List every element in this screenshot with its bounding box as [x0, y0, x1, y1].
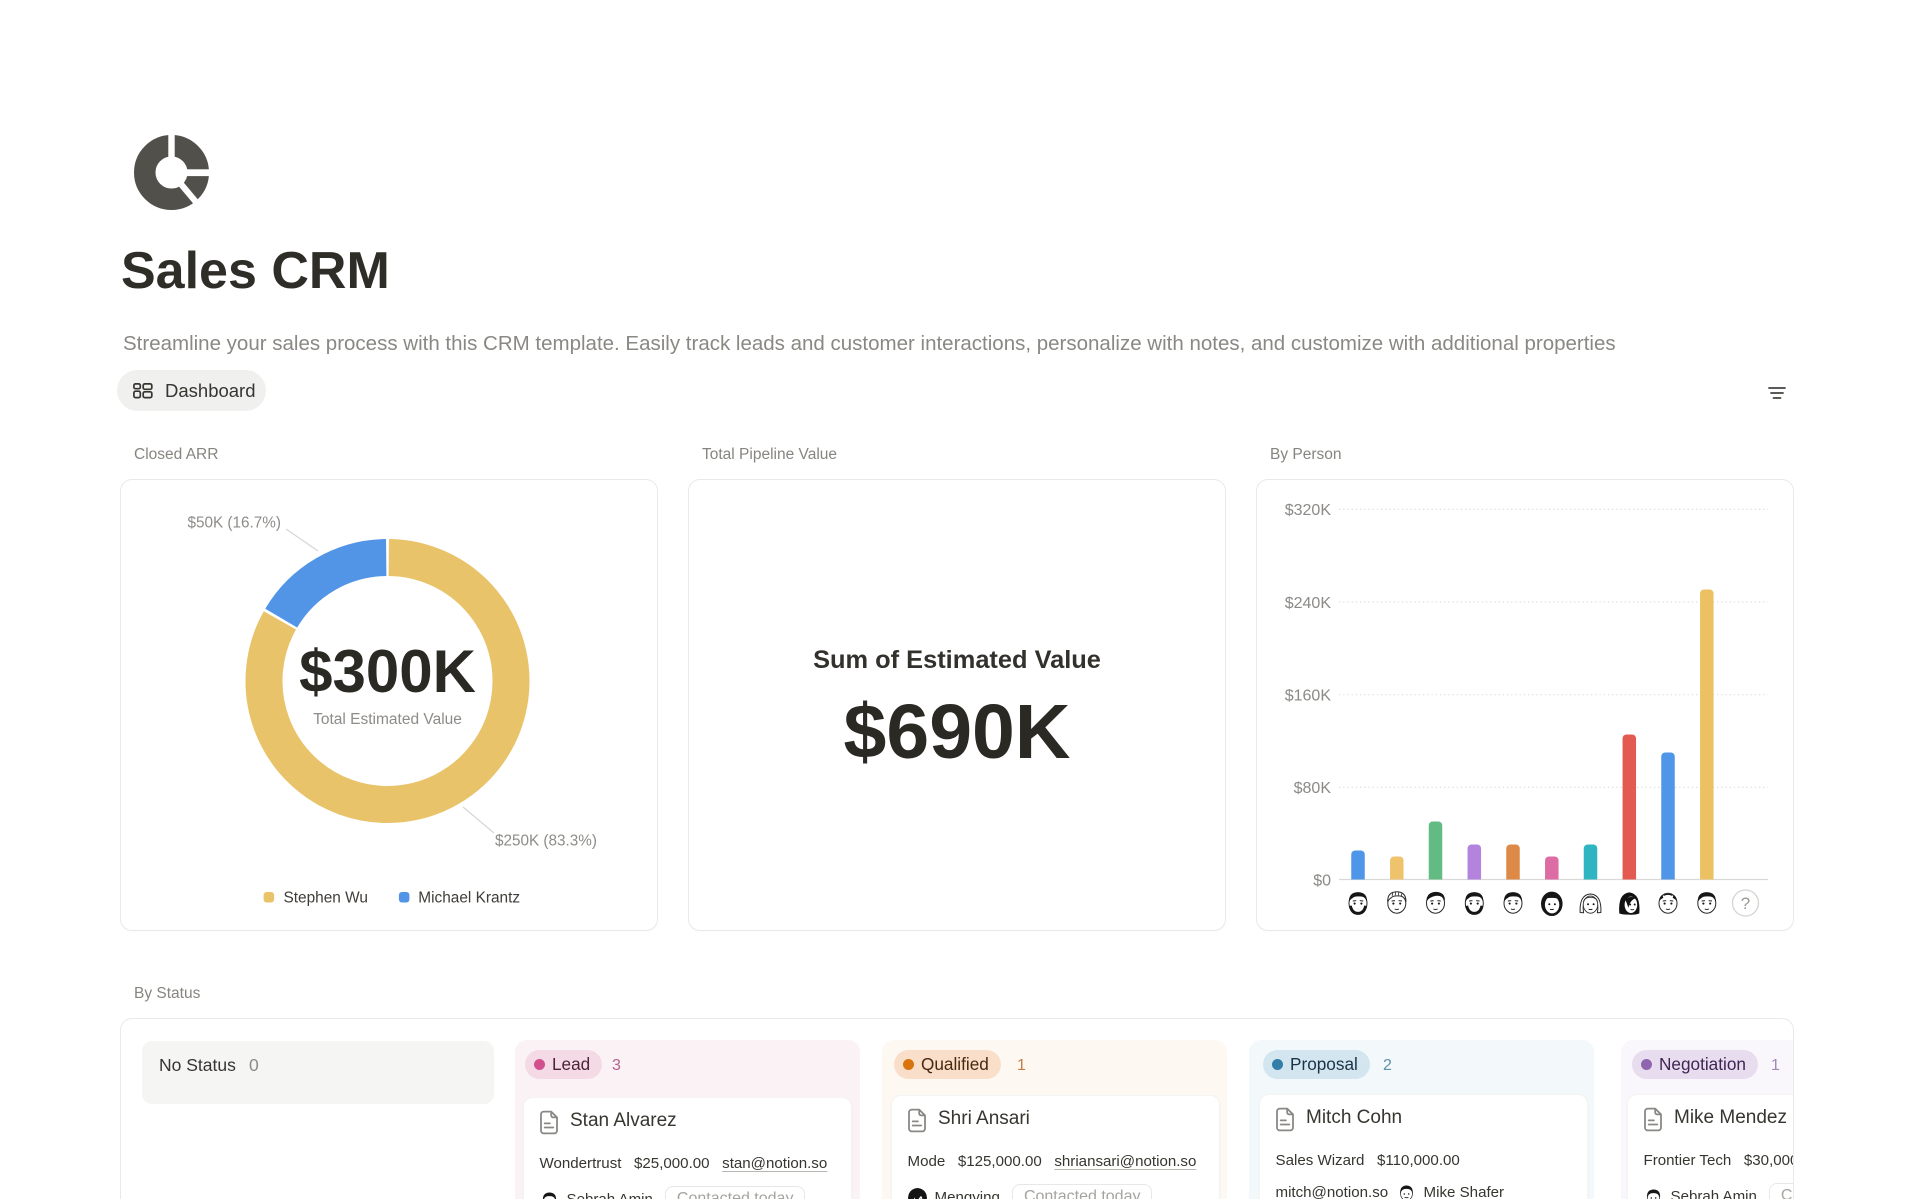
- svg-text:$160K: $160K: [1285, 688, 1332, 705]
- svg-text:$300K: $300K: [299, 638, 476, 705]
- svg-text:Total Estimated Value: Total Estimated Value: [313, 711, 462, 728]
- svg-text:$240K: $240K: [1285, 595, 1332, 612]
- svg-text:$0: $0: [1313, 872, 1331, 889]
- svg-text:$250K (83.3%): $250K (83.3%): [495, 833, 597, 850]
- svg-text:Michael Krantz: Michael Krantz: [418, 890, 520, 907]
- svg-text:$80K: $80K: [1294, 780, 1332, 797]
- svg-text:Stephen Wu: Stephen Wu: [284, 890, 368, 907]
- svg-text:?: ?: [1741, 894, 1750, 913]
- svg-text:$50K (16.7%): $50K (16.7%): [187, 515, 281, 532]
- svg-text:$320K: $320K: [1285, 502, 1332, 519]
